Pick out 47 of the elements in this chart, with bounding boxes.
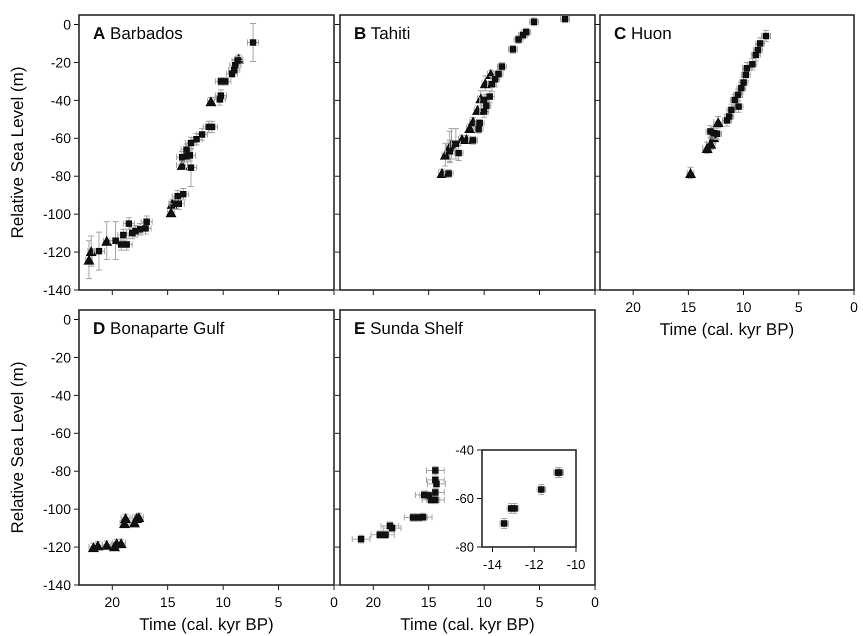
x-tick-label: 15 [160, 594, 176, 610]
x-tick-label: 10 [476, 594, 492, 610]
text: C Huon [614, 24, 672, 43]
x-tick-label: 10 [736, 299, 752, 315]
y-tick-label: -20 [50, 349, 72, 366]
text: D Bonaparte Gulf [93, 319, 225, 338]
x-tick-label: -12 [524, 557, 544, 572]
x-tick-label: 0 [850, 299, 858, 315]
y-tick-label: -80 [50, 168, 72, 184]
x-tick-label: 15 [420, 594, 437, 610]
x-tick-label: 10 [215, 594, 232, 610]
y-tick-label: -80 [455, 540, 474, 555]
y-tick-label: -100 [42, 206, 72, 222]
text: B Tahiti [354, 24, 410, 43]
x-tick-label: 20 [365, 594, 382, 610]
y-tick-label: -120 [42, 538, 72, 555]
y-tick-label: -60 [50, 130, 72, 146]
y-axis-title: Relative Sea Level (m) [8, 362, 27, 534]
y-tick-label: 0 [63, 311, 72, 328]
x-axis-title: Time (cal. kyr BP) [139, 615, 274, 634]
x-tick-label: 0 [591, 594, 600, 610]
y-tick-label: -40 [50, 92, 72, 108]
y-tick-label: -140 [42, 282, 72, 298]
x-axis-title: Time (cal. kyr BP) [400, 615, 535, 634]
y-tick-label: -40 [50, 387, 72, 404]
y-tick-label: -120 [42, 244, 72, 260]
y-tick-label: 0 [63, 16, 72, 32]
y-tick-label: -40 [455, 442, 474, 458]
x-tick-label: -10 [566, 557, 586, 572]
x-tick-label: 5 [794, 299, 803, 315]
x-tick-label: 5 [536, 594, 544, 610]
y-tick-label: -60 [455, 491, 474, 506]
y-axis-title: Relative Sea Level (m) [8, 66, 27, 238]
x-tick-label: -14 [483, 557, 502, 572]
x-tick-label: 20 [104, 594, 120, 610]
y-tick-label: -140 [42, 576, 72, 593]
y-tick-label: -20 [50, 54, 72, 70]
x-tick-label: 0 [330, 594, 338, 610]
y-tick-label: -80 [50, 463, 72, 480]
x-tick-label: 20 [625, 299, 642, 315]
x-axis-title: Time (cal. kyr BP) [660, 320, 794, 339]
x-tick-label: 5 [274, 594, 283, 610]
y-tick-label: -60 [50, 425, 72, 442]
x-tick-label: 15 [680, 299, 696, 315]
y-tick-label: -100 [42, 501, 72, 518]
text: A Barbados [93, 24, 183, 43]
text: E Sunda Shelf [354, 319, 463, 338]
